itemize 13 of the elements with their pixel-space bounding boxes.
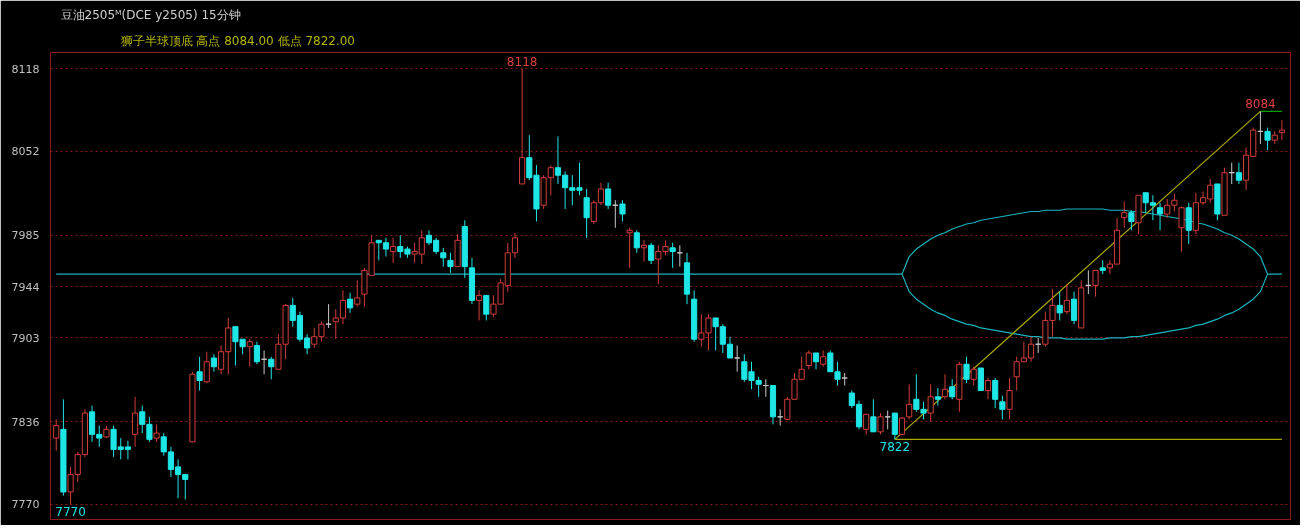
y-tick-label: 7985 [11, 229, 40, 243]
y-tick-label: 8118 [11, 62, 40, 76]
annotation: 7770 [55, 505, 86, 520]
annotation: 8118 [506, 54, 538, 69]
annotation: 8084 [1245, 97, 1276, 112]
y-tick-label: 7903 [11, 331, 40, 345]
chart-subtitle: 狮子半球顶底 高点 8084.00 低点 7822.00 [120, 33, 356, 48]
y-tick-label: 7944 [11, 280, 40, 294]
y-tick-label: 7770 [11, 498, 40, 512]
y-tick-label: 7836 [11, 415, 40, 429]
y-tick-label: 8052 [11, 145, 40, 159]
chart-title: 豆油2505ᴹ(DCE y2505) 15分钟 [60, 7, 241, 22]
annotation: 7822 [879, 440, 911, 455]
